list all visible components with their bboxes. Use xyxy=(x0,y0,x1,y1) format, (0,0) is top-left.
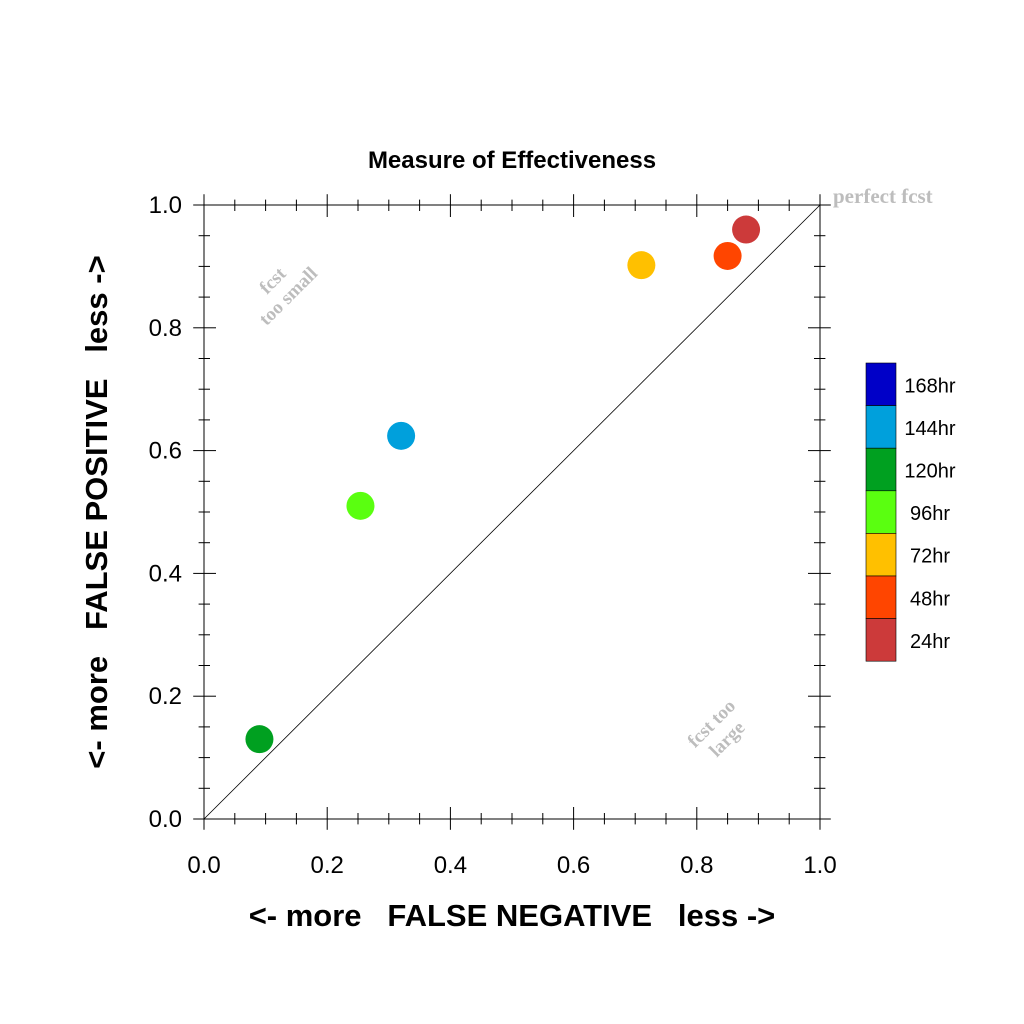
legend-swatch-144hr xyxy=(865,405,897,449)
legend-swatch-120hr xyxy=(865,447,897,492)
x-tick-label: 0.2 xyxy=(311,852,344,879)
legend-swatch-24hr xyxy=(865,618,897,662)
legend-label-96hr: 96hr xyxy=(910,503,950,525)
data-point-24hr xyxy=(732,215,761,244)
y-axis-label: <- more FALSE POSITIVE less -> xyxy=(79,255,114,768)
legend-label-120hr: 120hr xyxy=(904,461,955,483)
x-tick-label: 0.4 xyxy=(434,852,467,879)
plot-area: 0.0 0.2 0.4 0.6 0.8 1.0 0.0 0.2 0.4 0.6 0.8 1.0 xyxy=(149,192,837,879)
legend-swatch-72hr xyxy=(865,533,897,577)
legend-label-24hr: 24hr xyxy=(910,631,950,653)
legend: 168hr 144hr 120hr 96hr 72hr 48hr 24hr xyxy=(865,362,956,662)
legend-swatch-168hr xyxy=(865,362,897,406)
x-axis-label: <- more FALSE NEGATIVE less -> xyxy=(249,898,776,933)
legend-swatch-48hr xyxy=(865,575,897,619)
y-tick-label: 0.6 xyxy=(149,438,182,465)
y-tick-label: 0.0 xyxy=(149,806,182,833)
data-point-120hr xyxy=(245,725,274,754)
x-tick-label: 0.0 xyxy=(187,852,220,879)
legend-label-48hr: 48hr xyxy=(910,588,950,610)
legend-label-72hr: 72hr xyxy=(910,546,950,568)
x-tick-label: 0.6 xyxy=(557,852,590,879)
annotation-upper-left: fcst too small xyxy=(255,263,322,330)
legend-label-144hr: 144hr xyxy=(904,418,955,440)
y-tick-label: 1.0 xyxy=(149,192,182,219)
data-point-96hr xyxy=(346,491,375,520)
y-tick-label: 0.2 xyxy=(149,683,182,710)
data-point-48hr xyxy=(713,241,742,270)
x-tick-label: 0.8 xyxy=(680,852,713,879)
y-tick-label: 0.8 xyxy=(149,315,182,342)
data-point-72hr xyxy=(627,251,656,280)
legend-label-168hr: 168hr xyxy=(904,375,955,397)
data-point-144hr xyxy=(387,421,416,450)
annotation-lower-right: fcst too large xyxy=(684,696,750,762)
x-tick-label: 1.0 xyxy=(803,852,836,879)
legend-swatch-96hr xyxy=(865,490,897,534)
reference-line-label: perfect fcst xyxy=(833,184,933,208)
y-tick-label: 0.4 xyxy=(149,560,182,587)
chart-title: Measure of Effectiveness xyxy=(368,147,656,174)
reference-line xyxy=(203,204,821,820)
